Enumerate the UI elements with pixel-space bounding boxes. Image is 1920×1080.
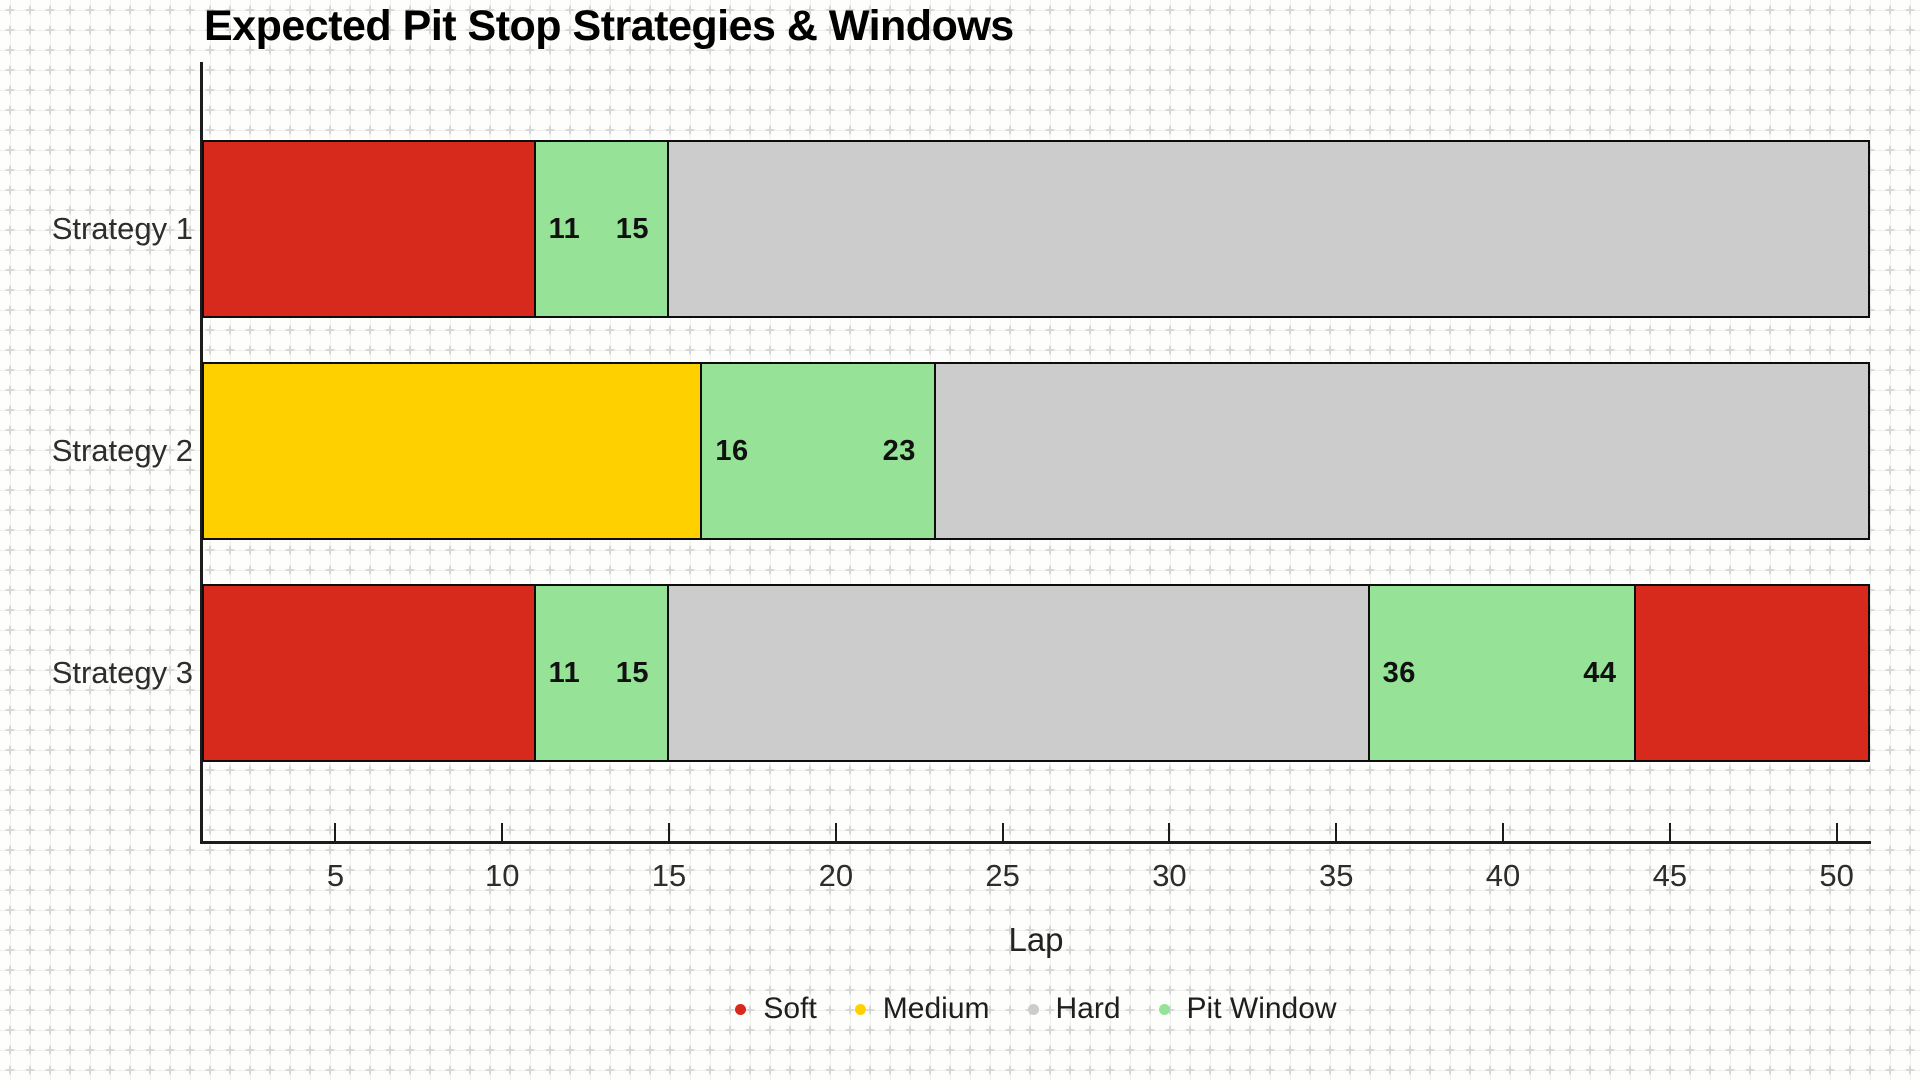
legend-marker-medium (854, 1003, 866, 1015)
x-tick-mark (501, 823, 504, 841)
x-tick-mark (1502, 823, 1505, 841)
x-axis-line (200, 841, 1871, 844)
x-tick-mark (334, 823, 337, 841)
legend-label: Soft (763, 992, 817, 1025)
x-tick-label: 50 (1819, 858, 1854, 893)
legend-label: Hard (1055, 992, 1121, 1025)
bar-segment-soft (202, 583, 536, 762)
bar-segment-hard (935, 361, 1870, 540)
x-tick-mark (1335, 823, 1338, 841)
x-tick-label: 20 (818, 858, 854, 893)
x-tick-label: 45 (1652, 858, 1688, 893)
x-tick-label: 10 (484, 858, 520, 893)
bar-segment-medium (202, 361, 703, 540)
x-tick-label: 35 (1318, 858, 1354, 893)
bar-segment-soft (202, 139, 536, 318)
legend-item: Pit Window (1158, 992, 1337, 1026)
legend-marker-hard (1027, 1003, 1039, 1015)
bar-segment-hard (669, 583, 1370, 762)
bar-segment-pit-window (702, 361, 936, 540)
x-tick-label: 5 (326, 858, 345, 893)
legend: Soft Medium Hard Pit Window (202, 992, 1870, 1026)
pit-window-start-label: 36 (1382, 656, 1416, 689)
x-tick-mark (1168, 823, 1171, 841)
pit-window-start-label: 16 (715, 434, 749, 467)
x-tick-mark (1835, 823, 1838, 841)
pit-window-start-label: 11 (548, 656, 581, 689)
x-tick-label: 25 (985, 858, 1020, 893)
legend-label: Medium (882, 992, 990, 1025)
category-label: Strategy 2 (51, 432, 193, 468)
pit-window-end-label: 44 (1583, 656, 1617, 689)
legend-item: Medium (854, 992, 990, 1026)
legend-item: Hard (1027, 992, 1121, 1026)
pit-window-end-label: 15 (615, 656, 650, 689)
x-tick-label: 40 (1485, 858, 1521, 893)
legend-item: Soft (735, 992, 817, 1026)
pit-window-end-label: 15 (615, 212, 650, 245)
legend-marker-soft (735, 1003, 747, 1015)
legend-marker-pit-window (1158, 1003, 1170, 1015)
bar-segment-pit-window (1369, 583, 1637, 762)
y-axis-line (200, 62, 203, 843)
x-tick-mark (668, 823, 671, 841)
x-tick-mark (1668, 823, 1671, 841)
category-label: Strategy 1 (51, 210, 193, 246)
x-tick-mark (834, 823, 837, 841)
x-tick-label: 30 (1152, 858, 1187, 893)
x-tick-label: 15 (651, 858, 687, 893)
x-axis-title: Lap (1008, 921, 1064, 958)
bar-segment-hard (669, 139, 1870, 318)
pit-window-start-label: 11 (548, 212, 581, 245)
bar-segment-pit-window (535, 583, 670, 762)
bar-segment-soft (1636, 583, 1870, 762)
chart-title: Expected Pit Stop Strategies & Windows (204, 2, 1014, 50)
bar-segment-pit-window (535, 139, 670, 318)
legend-label: Pit Window (1186, 992, 1337, 1025)
x-tick-mark (1001, 823, 1004, 841)
pit-window-end-label: 23 (882, 434, 916, 467)
category-label: Strategy 3 (51, 654, 193, 690)
